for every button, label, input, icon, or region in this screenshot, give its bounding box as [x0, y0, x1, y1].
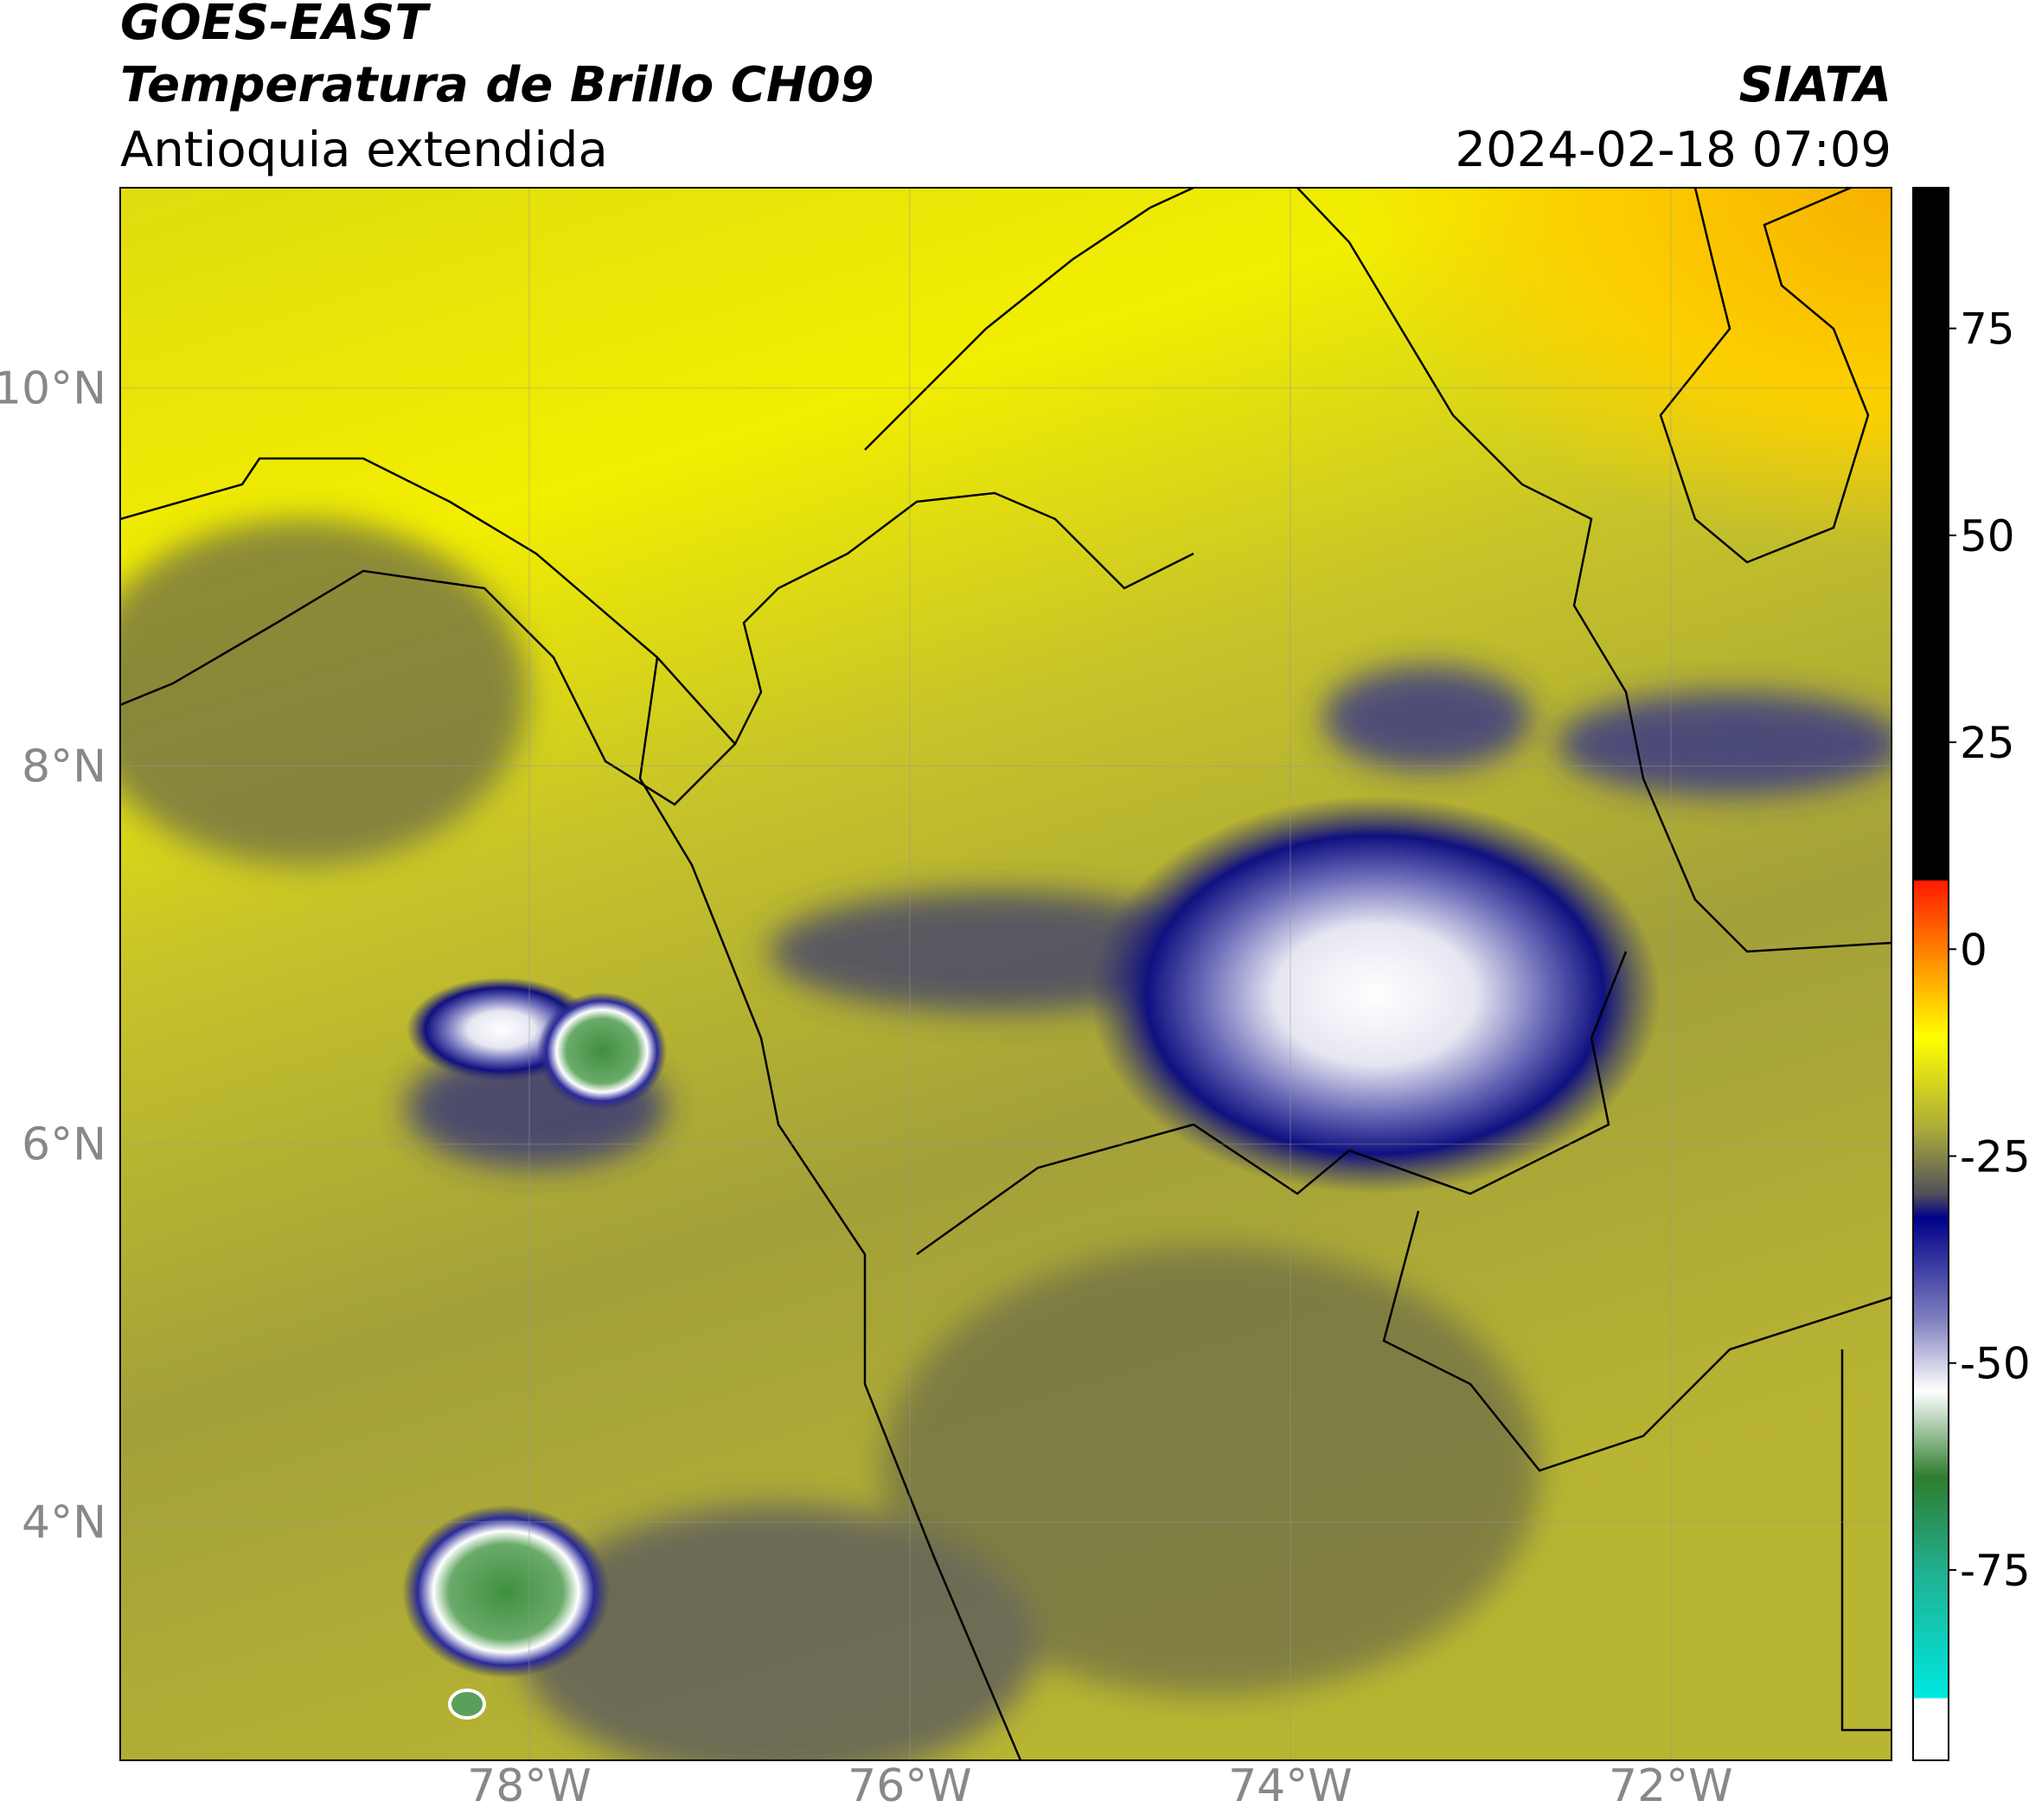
x-tick-label: 74°W — [1228, 1760, 1353, 1812]
colorbar-tick-label: -25 — [1960, 1132, 2029, 1182]
colorbar-tick-label: 50 — [1960, 511, 2015, 561]
colorbar-tick-label: 75 — [1960, 304, 2015, 355]
y-tick-label: 4°N — [22, 1497, 106, 1549]
satellite-image — [120, 188, 1891, 1760]
colorbar-tick-label: 25 — [1960, 718, 2015, 768]
colorbar-tick-label: -50 — [1960, 1339, 2029, 1389]
datetime: 2024-02-18 07:09 — [1455, 122, 1891, 178]
x-tick-label: 76°W — [848, 1760, 972, 1812]
colorbar-tick-label: -75 — [1960, 1546, 2029, 1596]
map-frame — [119, 187, 1892, 1761]
title: GOES-EAST — [120, 0, 431, 51]
colorbar-tick-label: 0 — [1960, 925, 1987, 975]
x-tick-label: 72°W — [1609, 1760, 1733, 1812]
colorbar — [1912, 187, 1949, 1761]
y-tick-label: 10°N — [0, 363, 106, 415]
region: Antioquia extendida — [120, 122, 608, 178]
y-tick-label: 6°N — [22, 1119, 106, 1171]
source: SIATA — [1739, 57, 1891, 113]
subtitle: Temperatura de Brillo CH09 — [120, 57, 874, 113]
y-tick-label: 8°N — [22, 741, 106, 793]
x-tick-label: 78°W — [467, 1760, 592, 1812]
